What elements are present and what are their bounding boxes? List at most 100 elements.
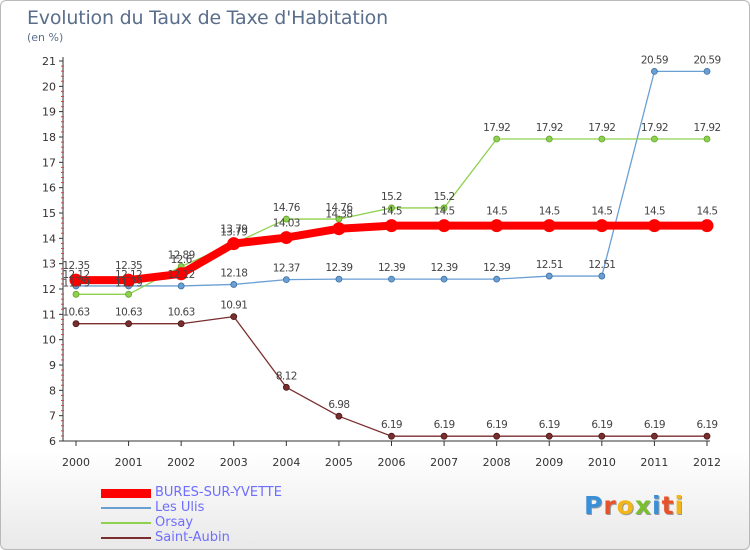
data-label: 20.59 [641,54,668,66]
data-point [595,219,609,233]
data-label: 12.12 [62,269,89,281]
y-tick-label: 13 [42,258,56,271]
data-label: 12.51 [536,259,563,271]
legend: BURES-SUR-YVETTE Les Ulis Orsay Saint-Aubin [101,485,341,545]
data-point [388,204,395,212]
data-label: 17.92 [588,122,615,134]
y-tick-label: 7 [49,410,56,423]
brand-logo: Proxiti [584,491,685,520]
data-point [227,237,241,251]
x-tick-label: 2012 [693,456,721,469]
legend-item: Saint-Aubin [101,530,341,545]
data-label: 10.63 [62,307,89,319]
data-point [598,135,606,143]
data-label: 17.92 [641,122,668,134]
data-label: 14.5 [434,206,455,218]
data-label: 6.19 [486,419,507,431]
legend-label: BURES-SUR-YVETTE [155,485,282,500]
data-point [125,290,132,298]
data-label: 12.35 [62,260,89,272]
y-tick-label: 17 [42,156,56,169]
data-label: 14.38 [325,209,352,221]
legend-item: Orsay [101,515,341,530]
axes: 6 7 8 9 10 11 12 13 14 15 16 17 18 19 20 21 2000 2001 2002… [42,55,721,469]
x-tick-label: 2010 [588,456,616,469]
data-point [230,281,238,288]
data-label: 13.79 [220,227,247,239]
data-point [69,273,83,287]
legend-item: Les Ulis [101,500,341,515]
data-point [335,412,343,420]
data-point [542,219,556,233]
x-tick-label: 2005 [325,456,353,469]
y-tick-label: 19 [42,106,56,119]
data-point [388,275,395,283]
data-point [598,432,606,440]
y-tick-label: 21 [42,55,56,68]
data-labels: 12.35 12.35 12.6 13.79 14.03 14.38 14.5 14.5 14.… [62,54,721,431]
data-label: 15.2 [381,191,402,203]
legend-swatch [101,507,151,509]
data-label: 20.59 [693,54,720,66]
data-label: 12.39 [378,262,405,274]
data-point [651,135,658,143]
data-label: 14.5 [381,206,402,218]
legend-label: Les Ulis [155,500,205,515]
series-group [69,67,714,440]
y-tick-label: 20 [42,80,56,93]
data-label: 14.76 [273,202,301,214]
data-label: 13.79 [220,224,247,236]
data-point [440,432,448,440]
data-label: 6.19 [539,419,560,431]
legend-item: BURES-SUR-YVETTE [101,485,341,500]
x-tick-label: 2011 [640,456,668,469]
data-label: 12.37 [273,263,300,275]
data-point [282,215,290,223]
x-tick-label: 2003 [220,456,248,469]
data-point [440,204,448,212]
data-point [177,282,185,290]
data-label: 10.91 [220,300,247,312]
data-label: 6.19 [697,419,718,431]
data-point [279,231,293,245]
data-label: 12.18 [220,267,247,279]
data-point [282,383,290,391]
series-saint-aubin [72,313,711,440]
data-label: 14.5 [539,206,560,218]
data-label: 6.19 [644,419,665,431]
data-label: 14.5 [591,206,612,218]
data-point [545,272,553,280]
data-label: 10.63 [168,307,195,319]
data-point [545,432,553,440]
x-tick-label: 2007 [430,456,458,469]
data-label: 11.79 [115,277,142,289]
data-label: 12.12 [168,269,195,281]
data-label: 12.39 [431,262,458,274]
y-tick-label: 6 [49,435,56,448]
data-point [545,135,553,143]
x-tick-label: 2004 [272,456,300,469]
data-label: 6.19 [591,419,612,431]
data-point [703,432,711,440]
data-point [385,219,398,233]
data-point [493,135,501,143]
y-tick-label: 11 [42,308,56,321]
data-point [651,432,658,440]
x-tick-label: 2000 [62,456,90,469]
data-label: 12.89 [168,249,195,261]
chart-subtitle: (en %) [27,31,64,44]
x-tick-label: 2001 [115,456,143,469]
data-point [651,67,658,75]
data-point [335,215,343,223]
data-point [230,313,238,321]
data-label: 14.5 [644,206,665,218]
legend-swatch [101,537,151,539]
data-label: 15.2 [434,191,455,203]
y-tick-label: 14 [42,232,56,245]
data-point [598,272,606,280]
data-point [122,273,136,287]
data-point [388,432,395,440]
data-label: 10.63 [115,307,142,319]
